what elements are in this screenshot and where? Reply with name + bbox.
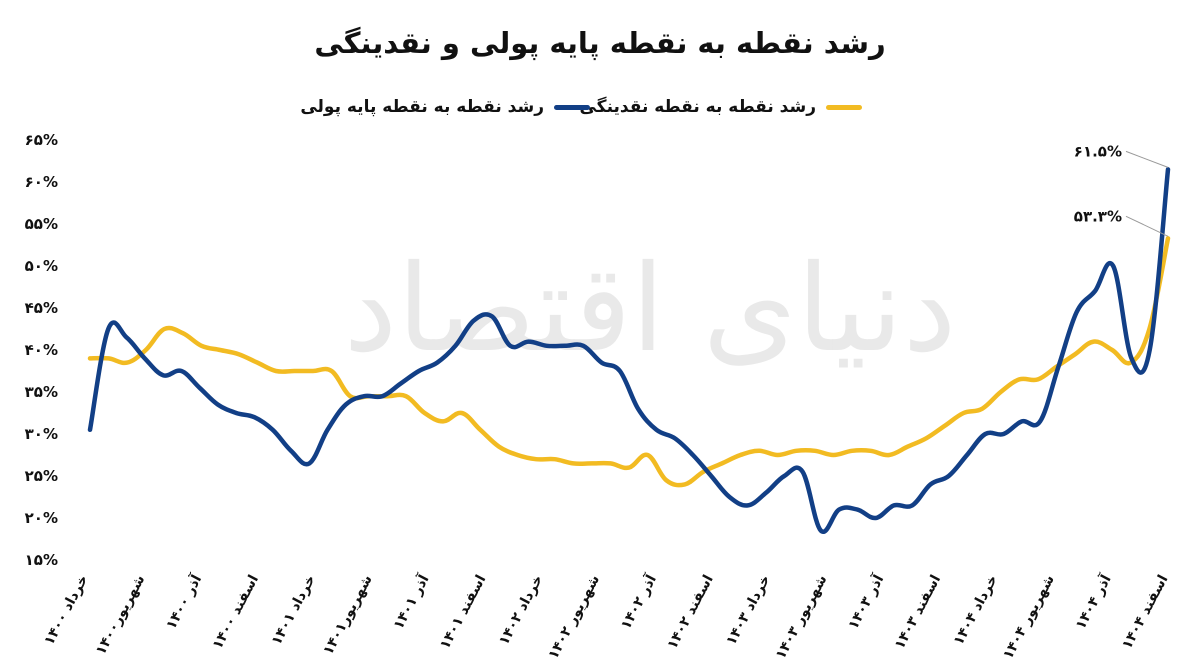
x-tick-label: شهریور۱۴۰۱ — [320, 572, 375, 657]
x-tick-label: خرداد ۱۴۰۱ — [269, 572, 319, 648]
y-tick-label: ۱۵% — [25, 551, 58, 569]
x-tick-label: اسفند ۱۴۰۴ — [1119, 572, 1171, 651]
legend: رشد نقطه به نقطه نقدینگی رشد نقطه به نقط… — [0, 92, 1200, 122]
legend-swatch-base-money — [554, 104, 590, 110]
y-tick-label: ۶۰% — [25, 173, 58, 191]
y-tick-label: ۵۰% — [25, 257, 58, 275]
x-tick-label: اسفند ۱۴۰۲ — [664, 572, 716, 651]
legend-label-liquidity: رشد نقطه به نقطه نقدینگی — [579, 97, 816, 117]
x-tick-label: خرداد ۱۴۰۰ — [41, 572, 91, 648]
end-value-label: ۶۱.۵% — [1074, 142, 1122, 160]
x-tick-label: آذر ۱۴۰۴ — [1071, 570, 1115, 632]
y-tick-label: ۴۰% — [25, 341, 58, 359]
x-tick-label: شهریور ۱۴۰۲ — [545, 572, 603, 661]
y-tick-label: ۶۵% — [25, 131, 58, 149]
x-tick-label: آذر ۱۴۰۲ — [616, 570, 660, 632]
x-tick-label: اسفند ۱۴۰۱ — [437, 572, 489, 651]
x-tick-label: اسفند ۱۴۰۳ — [892, 572, 944, 651]
annotation-layer: ۶۱.۵% ۵۳.۳% — [1074, 142, 1169, 237]
x-tick-label: خرداد ۱۴۰۲ — [496, 572, 546, 648]
y-tick-label: ۲۵% — [25, 467, 58, 485]
legend-item-liquidity: رشد نقطه به نقطه نقدینگی — [579, 92, 862, 122]
y-tick-label: ۲۰% — [25, 509, 58, 527]
x-tick-label: آذر ۱۴۰۳ — [844, 570, 888, 632]
end-value-label: ۵۳.۳% — [1074, 207, 1122, 225]
y-tick-label: ۳۵% — [25, 383, 58, 401]
legend-swatch-liquidity — [826, 104, 862, 110]
y-tick-label: ۵۵% — [25, 215, 58, 233]
x-tick-label: آذر ۱۴۰۱ — [389, 570, 433, 632]
x-tick-label: اسفند ۱۴۰۰ — [210, 572, 262, 651]
y-tick-label: ۳۰% — [25, 425, 58, 443]
x-tick-label: آذر ۱۴۰۰ — [162, 570, 206, 632]
x-tick-label: خرداد ۱۴۰۳ — [723, 572, 773, 648]
annotation-leader-line — [1125, 215, 1169, 237]
series-line-liquidity — [87, 236, 1171, 488]
legend-item-base-money: رشد نقطه به نقطه پایه پولی — [300, 92, 590, 122]
legend-label-base-money: رشد نقطه به نقطه پایه پولی — [300, 97, 544, 117]
y-tick-label: ۴۵% — [25, 299, 58, 317]
series-layer — [87, 167, 1171, 535]
x-tick-label: شهریور۱۴۰۰ — [93, 572, 148, 657]
annotation-leader-line — [1125, 150, 1169, 168]
chart-title: رشد نقطه به نقطه پایه پولی و نقدینگی — [314, 26, 886, 60]
series-line-base-money — [87, 167, 1171, 535]
x-tick-label: خرداد ۱۴۰۴ — [951, 572, 1001, 648]
x-tick-label: شهریور ۱۴۰۳ — [773, 572, 831, 661]
x-tick-label: شهریور ۱۴۰۴ — [1000, 572, 1058, 661]
y-axis: ۱۵% ۲۰% ۲۵% ۳۰% ۳۵% ۴۰% ۴۵% ۵۰% ۵۵% ۶۰% ۶۵% — [25, 131, 58, 569]
